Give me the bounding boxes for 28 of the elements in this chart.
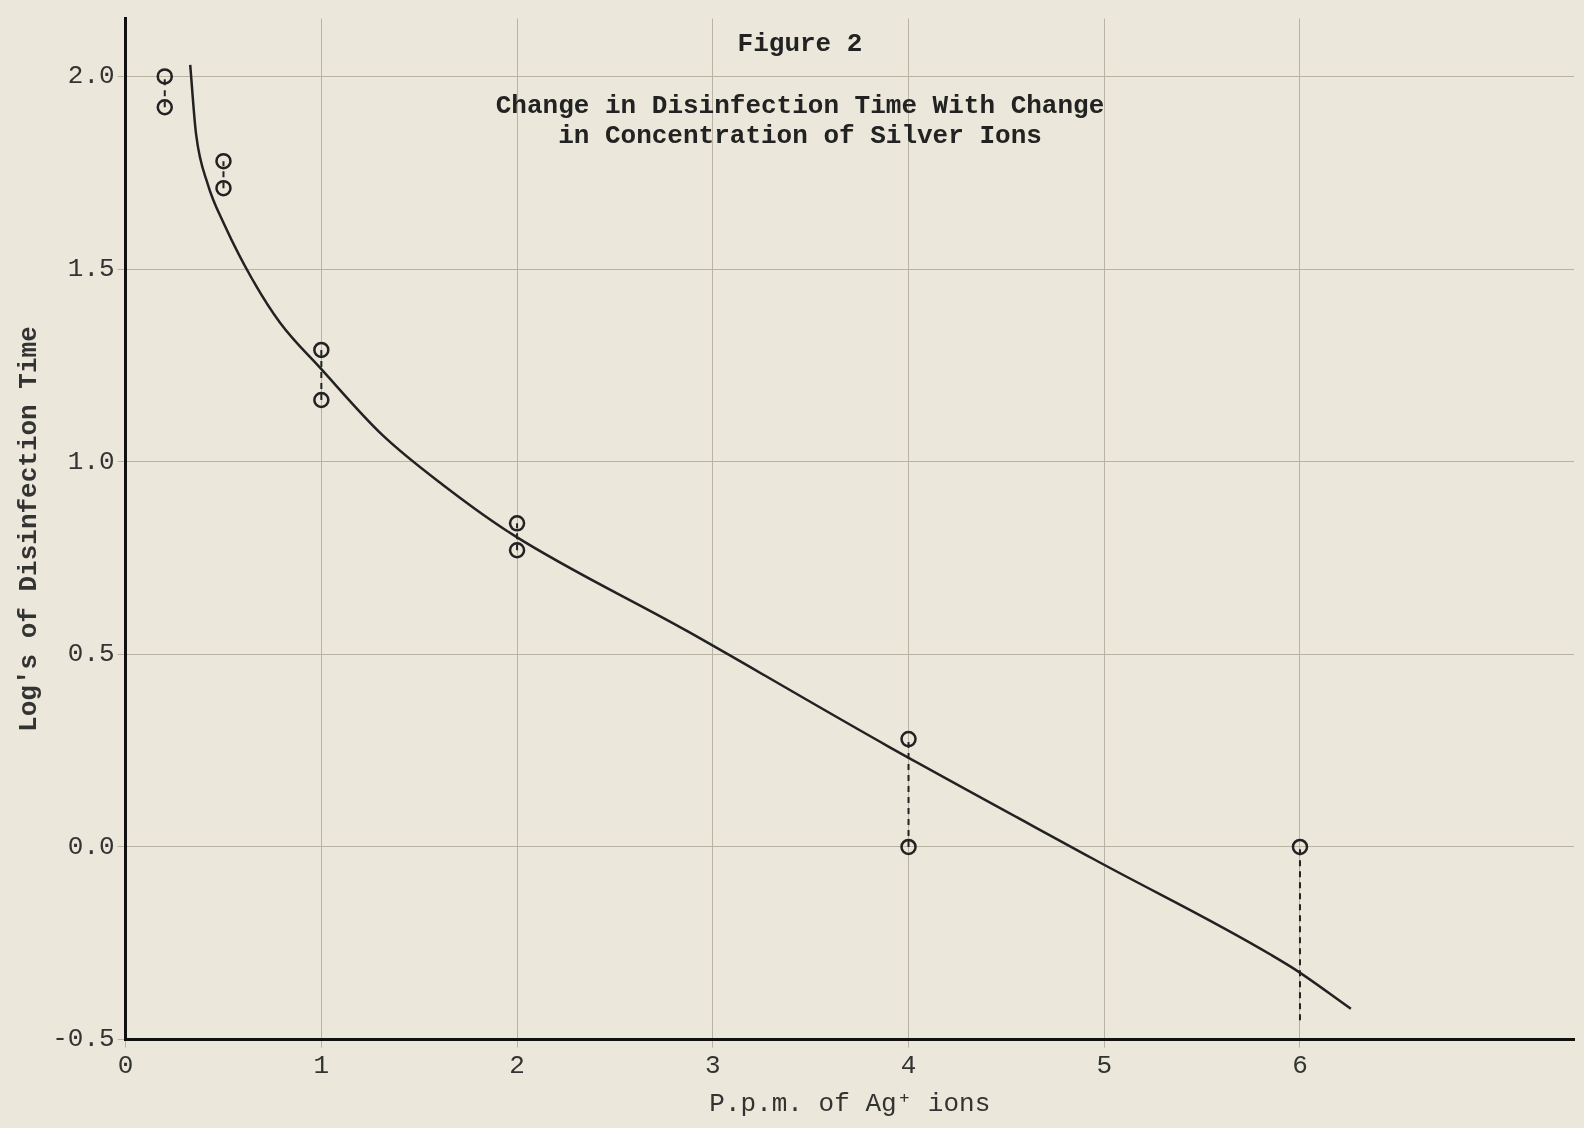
y-tick-label: -0.5 — [52, 1024, 115, 1055]
point — [215, 152, 232, 170]
text: Change in Disinfection Time With Change in Concentration of Silver Ions — [495, 91, 1105, 152]
point — [1291, 838, 1309, 856]
point — [156, 68, 174, 85]
y-axis-title: Log's of Disinfection Time — [14, 326, 45, 732]
x-tick-label: 3 — [704, 1051, 721, 1082]
point — [156, 98, 174, 116]
y-tick-label: 1.0 — [67, 446, 115, 477]
point — [313, 391, 330, 409]
x-tick-label: 1 — [313, 1051, 330, 1082]
point — [508, 515, 526, 532]
y-tick-label: 0.5 — [67, 639, 115, 670]
y-tick-label: 2.0 — [67, 61, 115, 92]
x-tick-label: 5 — [1096, 1051, 1113, 1082]
x-tick-label: 0 — [117, 1051, 134, 1082]
point — [313, 341, 330, 359]
chart-title: Figure 2 — [737, 29, 863, 60]
point — [215, 179, 232, 197]
y-tick-label: 0.0 — [67, 831, 115, 862]
point — [508, 542, 526, 559]
x-tick-label: 2 — [509, 1051, 525, 1082]
x-axis-title: P.p.m. of Ag⁺ ions — [709, 1089, 991, 1120]
point — [900, 730, 917, 748]
x-tick-label: 4 — [900, 1051, 917, 1082]
point — [900, 838, 917, 856]
x-tick-label: 6 — [1292, 1051, 1308, 1082]
y-tick-label: 1.5 — [67, 253, 115, 284]
